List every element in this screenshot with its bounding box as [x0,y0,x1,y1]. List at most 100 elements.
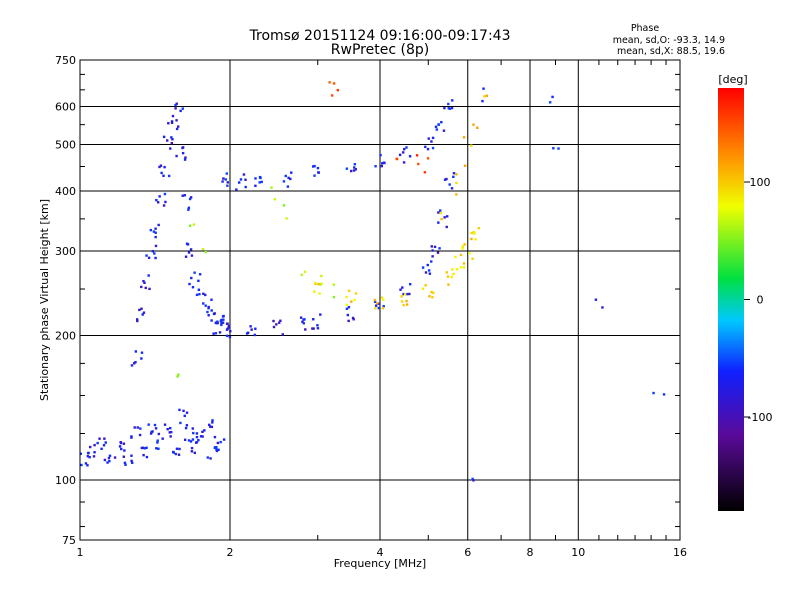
data-point [447,283,450,286]
data-point [402,292,405,296]
data-point [191,286,195,289]
data-point [313,174,316,177]
data-point [481,99,484,103]
data-point [443,216,446,219]
y-tick-label: 600 [55,101,76,114]
data-point [93,443,96,447]
data-point [299,316,303,319]
data-point [313,290,316,293]
data-point [104,441,107,444]
data-point [179,109,182,113]
data-point [284,174,287,178]
data-point [473,232,476,235]
data-point [436,251,440,254]
data-point [168,431,171,434]
data-point [347,305,351,309]
data-point [124,463,127,466]
data-point [225,334,229,338]
data-point [282,180,286,183]
data-point [455,268,459,271]
data-point [143,281,146,285]
data-point [443,178,447,181]
data-point [301,320,304,324]
data-point [198,292,201,296]
data-point [141,446,145,450]
data-point [459,253,463,257]
data-point [145,254,148,257]
data-point [445,177,448,181]
data-point [485,94,488,97]
data-point [154,427,158,430]
data-point [175,447,179,450]
data-point [477,226,481,230]
data-point [154,231,157,234]
x-tick-label: 2 [227,546,234,559]
data-point [208,423,211,427]
data-point [377,306,381,310]
data-point [136,426,139,429]
data-point [260,180,263,184]
data-point [222,177,225,180]
data-point [472,123,475,126]
data-point [662,393,666,396]
data-point [204,293,207,297]
data-point [154,235,157,239]
data-point [156,439,159,442]
grid-lines [80,60,680,540]
data-point [139,427,142,430]
data-point [270,186,273,189]
data-point [89,445,92,449]
data-point [206,310,209,314]
data-point [158,195,161,198]
data-point [220,321,223,325]
data-point [374,304,378,307]
data-point [189,196,193,199]
data-point [163,192,167,196]
data-point [350,300,353,303]
data-point [178,408,181,412]
data-point [354,168,357,171]
data-point [320,274,323,278]
data-point [437,211,440,214]
data-point [215,321,219,325]
data-point [158,165,161,169]
data-point [140,357,143,360]
data-point [204,250,208,254]
data-point [210,319,213,322]
data-point [289,177,292,181]
data-point [427,269,431,272]
data-point [204,304,207,307]
data-point [177,125,180,128]
data-point [212,332,215,335]
data-point [400,295,403,298]
data-point [160,171,163,175]
data-point [207,314,210,317]
data-point [430,260,433,263]
data-point [138,308,141,312]
data-point [193,271,196,274]
data-point [446,275,450,278]
data-point [235,188,238,191]
data-point [102,444,106,447]
data-point [211,421,214,424]
data-point [328,81,331,84]
data-point [224,178,228,181]
data-point [242,173,246,176]
data-point [316,166,320,170]
data-point [403,293,407,296]
data-point [332,82,336,85]
data-point [164,200,167,204]
data-point [217,448,220,452]
data-point [354,292,358,295]
data-point [162,135,166,139]
data-point [211,419,214,422]
data-point [408,155,412,158]
data-point [201,435,204,438]
data-point [175,154,178,158]
data-point [254,327,257,330]
data-point [225,328,229,331]
data-point [87,451,90,455]
data-point [227,326,230,329]
data-point [462,136,466,139]
